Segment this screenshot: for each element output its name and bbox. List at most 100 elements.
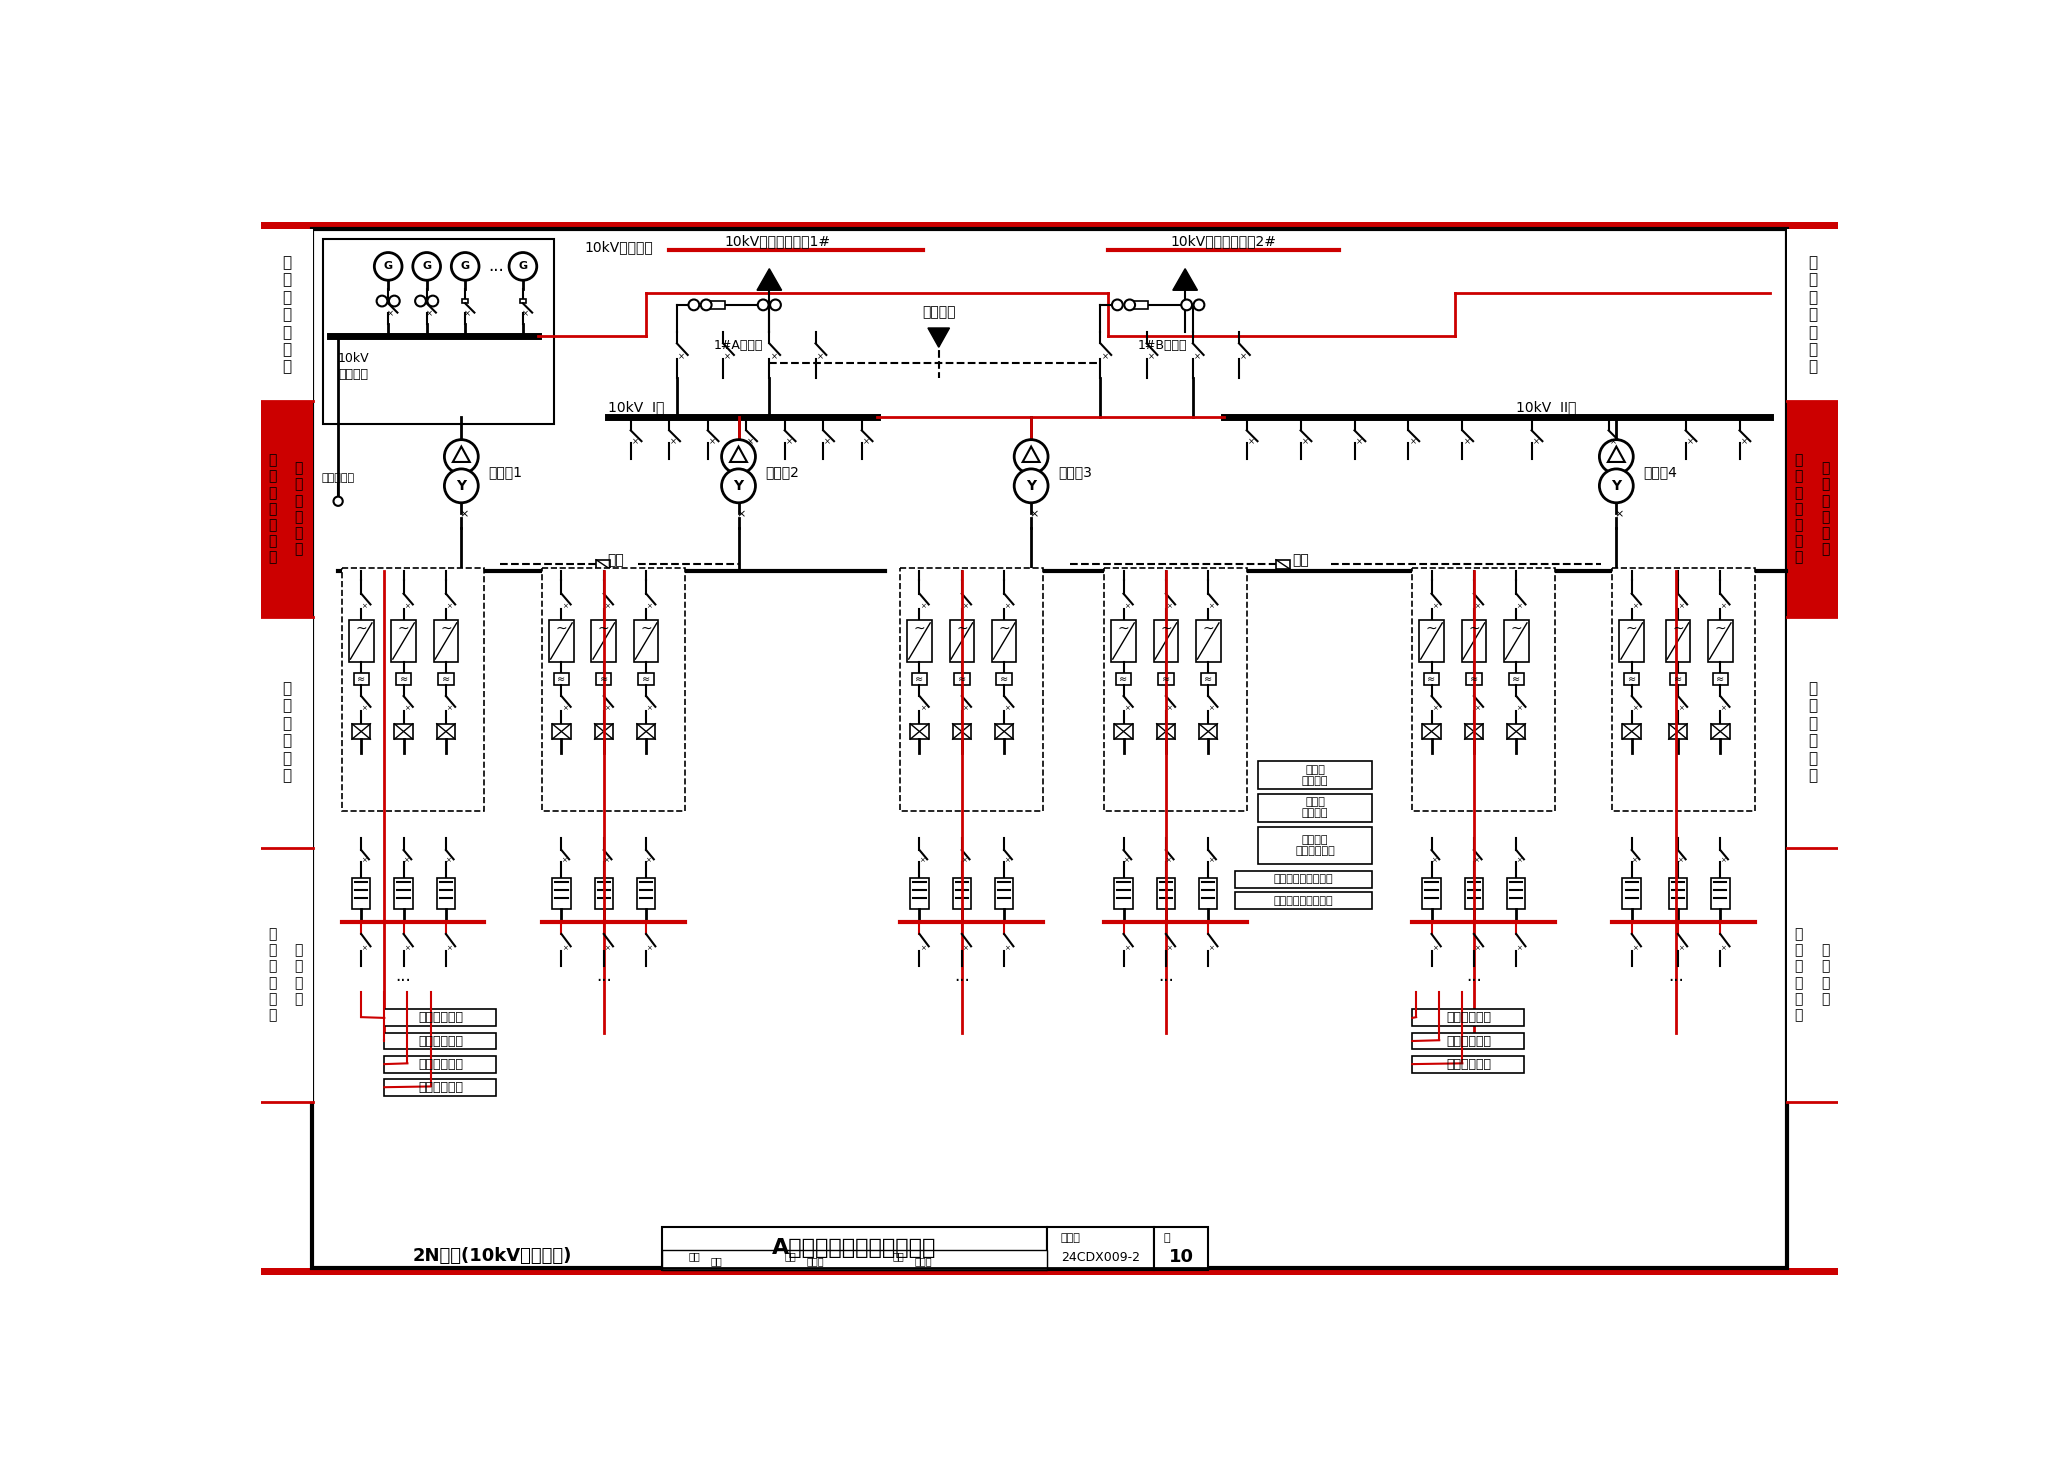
- Text: ≈: ≈: [399, 674, 408, 685]
- Text: ×: ×: [920, 946, 926, 951]
- Text: ~: ~: [598, 622, 610, 636]
- Bar: [1671, 673, 1686, 685]
- Text: ×: ×: [670, 437, 678, 446]
- Bar: [262, 228, 313, 402]
- Text: ~: ~: [913, 622, 926, 636]
- Text: ×: ×: [446, 603, 453, 609]
- Circle shape: [510, 252, 537, 280]
- Circle shape: [1194, 299, 1204, 310]
- Bar: [1788, 402, 1839, 617]
- Text: ×: ×: [647, 705, 651, 711]
- Text: ×: ×: [920, 603, 926, 609]
- Text: ×: ×: [647, 946, 651, 951]
- Text: ×: ×: [1475, 603, 1481, 609]
- Bar: [553, 723, 571, 740]
- Bar: [324, 240, 553, 424]
- Text: ×: ×: [604, 946, 610, 951]
- Text: 10kV城市电网电源1#: 10kV城市电网电源1#: [723, 234, 829, 247]
- Bar: [637, 723, 655, 740]
- Text: ×: ×: [1632, 603, 1638, 609]
- Text: ×: ×: [1632, 946, 1638, 951]
- Bar: [1464, 877, 1483, 908]
- Text: ...: ...: [1466, 968, 1483, 986]
- Circle shape: [758, 299, 768, 310]
- Text: 智
能
化
管
理
系
统: 智 能 化 管 理 系 统: [268, 453, 276, 565]
- Text: ×: ×: [1475, 946, 1481, 951]
- Text: ×: ×: [963, 946, 969, 951]
- Text: ×: ×: [1720, 946, 1726, 951]
- Bar: [352, 723, 371, 740]
- Text: Y: Y: [733, 479, 743, 494]
- Bar: [1235, 892, 1372, 910]
- Text: ×: ×: [1610, 437, 1616, 446]
- Text: ×: ×: [1432, 946, 1438, 951]
- Bar: [1788, 617, 1839, 848]
- Bar: [1620, 619, 1645, 662]
- Text: ~: ~: [997, 622, 1010, 636]
- Bar: [434, 619, 459, 662]
- Text: ×: ×: [1432, 705, 1438, 711]
- Text: ~: ~: [1626, 622, 1638, 636]
- Text: 电子信息设备: 电子信息设备: [418, 1058, 463, 1070]
- Text: 变压器3: 变压器3: [1059, 465, 1092, 479]
- Text: 电
力
模
块
及
其: 电 力 模 块 及 其: [295, 461, 303, 556]
- Text: 联锁: 联锁: [1292, 554, 1309, 568]
- Text: ×: ×: [920, 857, 926, 863]
- Text: ≈: ≈: [999, 674, 1008, 685]
- Text: ~: ~: [1468, 622, 1481, 636]
- Text: 校对: 校对: [784, 1251, 797, 1261]
- Text: ×: ×: [360, 705, 367, 711]
- Text: ×: ×: [1432, 857, 1438, 863]
- Bar: [543, 568, 684, 811]
- Bar: [1507, 723, 1526, 740]
- Text: ×: ×: [1688, 437, 1694, 446]
- Circle shape: [428, 295, 438, 307]
- Circle shape: [1182, 299, 1192, 310]
- Bar: [553, 877, 571, 908]
- Bar: [262, 848, 313, 1101]
- Circle shape: [770, 299, 780, 310]
- Text: ≈: ≈: [600, 674, 608, 685]
- Text: ×: ×: [1677, 705, 1683, 711]
- Text: ~: ~: [356, 622, 367, 636]
- Text: 重要支持和辅助设备: 重要支持和辅助设备: [1274, 874, 1333, 885]
- Bar: [549, 619, 573, 662]
- Bar: [385, 299, 391, 304]
- Bar: [950, 619, 975, 662]
- Bar: [262, 402, 313, 617]
- Bar: [1198, 877, 1217, 908]
- Text: ×: ×: [1630, 857, 1636, 863]
- Text: G: G: [461, 261, 469, 271]
- Text: ×: ×: [403, 705, 410, 711]
- Bar: [391, 619, 416, 662]
- Text: ×: ×: [1241, 353, 1247, 362]
- Text: G: G: [422, 261, 432, 271]
- Text: 10kV城市电网电源2#: 10kV城市电网电源2#: [1171, 234, 1276, 247]
- Text: ×: ×: [426, 310, 432, 319]
- Circle shape: [1112, 299, 1122, 310]
- Text: ×: ×: [403, 603, 410, 609]
- Circle shape: [1014, 468, 1049, 502]
- Text: ×: ×: [561, 603, 567, 609]
- Text: 24CDX009-2: 24CDX009-2: [1061, 1251, 1141, 1264]
- Text: 图集号: 图集号: [1061, 1233, 1079, 1243]
- Text: ×: ×: [1720, 603, 1726, 609]
- Text: ×: ×: [1741, 437, 1747, 446]
- Bar: [354, 673, 369, 685]
- Text: ~: ~: [397, 622, 410, 636]
- Text: 至测试负载: 至测试负载: [322, 473, 354, 483]
- Bar: [1114, 877, 1133, 908]
- Circle shape: [444, 440, 479, 474]
- Text: 10kV发电机组: 10kV发电机组: [584, 240, 653, 253]
- Bar: [1276, 560, 1290, 569]
- Bar: [592, 619, 616, 662]
- Text: ≈: ≈: [1511, 674, 1520, 685]
- Text: ×: ×: [1165, 705, 1171, 711]
- Bar: [952, 723, 971, 740]
- Text: ...: ...: [1669, 968, 1683, 986]
- Text: ≈: ≈: [557, 674, 565, 685]
- Circle shape: [721, 440, 756, 474]
- Text: ≈: ≈: [1628, 674, 1636, 685]
- Polygon shape: [928, 328, 950, 347]
- Text: ×: ×: [963, 603, 969, 609]
